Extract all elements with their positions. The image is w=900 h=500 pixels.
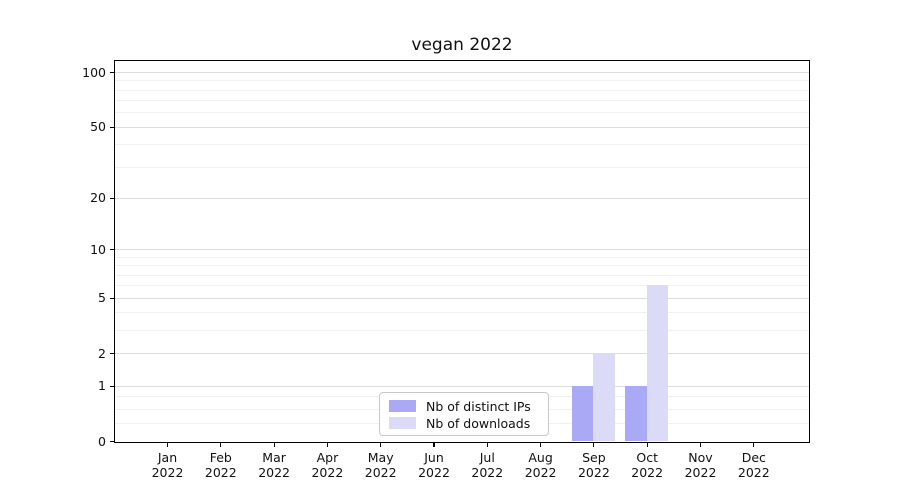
y-tick-mark (110, 249, 114, 251)
gridline-minor (115, 274, 809, 276)
y-tick-label: 50 (90, 119, 106, 135)
x-tick-mark (326, 443, 328, 447)
gridline-major (115, 297, 809, 299)
gridline-major (115, 385, 809, 387)
gridline-major (115, 126, 809, 128)
x-tick-label: Jun 2022 (418, 450, 450, 480)
x-tick-label: Oct 2022 (631, 450, 664, 480)
legend-swatch-downloads (389, 417, 416, 429)
x-tick-mark (273, 443, 275, 447)
y-tick-mark (110, 72, 114, 74)
legend-swatch-distinct-ips (389, 400, 416, 412)
gridline-minor (115, 285, 809, 287)
x-tick-label: Dec 2022 (737, 450, 770, 480)
gridline-major (115, 72, 809, 74)
gridline-major (115, 249, 809, 251)
legend: Nb of distinct IPs Nb of downloads (379, 392, 549, 436)
x-tick-mark (699, 443, 702, 447)
x-tick-mark (486, 443, 488, 447)
y-tick-mark (110, 126, 114, 128)
y-tick-label: 10 (90, 241, 106, 257)
x-tick-mark (753, 443, 755, 447)
y-tick-mark (110, 197, 114, 199)
y-tick-mark (110, 385, 114, 387)
y-tick-mark (110, 440, 114, 443)
gridline-minor (115, 312, 809, 314)
bar-distinct-ips-sep (571, 385, 594, 441)
gridline-minor (115, 80, 809, 82)
plot-area (114, 60, 810, 443)
gridline-minor (115, 166, 809, 168)
gridline-minor (115, 89, 809, 91)
legend-row-distinct-ips: Nb of distinct IPs (389, 398, 539, 414)
gridline-minor (115, 330, 809, 332)
x-tick-label: Nov 2022 (684, 450, 717, 480)
gridline-major (115, 197, 809, 199)
gridline-minor (115, 100, 809, 102)
x-tick-mark (380, 443, 382, 447)
y-tick-label: 1 (98, 378, 106, 394)
gridline-minor (115, 265, 809, 267)
gridline-minor (115, 144, 809, 146)
gridline-minor (115, 112, 809, 114)
legend-row-downloads: Nb of downloads (389, 415, 539, 431)
y-tick-label: 100 (82, 64, 106, 80)
x-tick-mark (166, 443, 169, 447)
chart-title: vegan 2022 (411, 35, 513, 55)
x-tick-label: Jul 2022 (471, 450, 504, 480)
x-tick-mark (433, 443, 435, 447)
x-tick-mark (540, 443, 542, 447)
gridline-minor (115, 256, 809, 258)
bar-downloads-sep (593, 353, 615, 441)
legend-label-downloads: Nb of downloads (426, 415, 531, 431)
x-tick-label: Jan 2022 (151, 450, 184, 480)
y-tick-label: 5 (98, 290, 106, 306)
y-tick-label: 0 (98, 433, 106, 449)
x-tick-label: Apr 2022 (311, 450, 344, 480)
x-tick-label: May 2022 (364, 450, 397, 480)
x-tick-mark (220, 443, 222, 447)
y-tick-mark (110, 353, 114, 355)
x-tick-label: Feb 2022 (204, 450, 237, 480)
y-tick-mark (110, 297, 114, 299)
x-tick-mark (593, 443, 595, 447)
legend-label-distinct-ips: Nb of distinct IPs (426, 398, 531, 414)
y-tick-label: 20 (90, 190, 106, 206)
x-tick-label: Mar 2022 (258, 450, 290, 480)
gridline-major (115, 353, 809, 355)
x-tick-label: Sep 2022 (577, 450, 610, 480)
bar-downloads-oct (646, 285, 669, 441)
x-tick-label: Aug 2022 (524, 450, 557, 480)
bar-distinct-ips-oct (625, 385, 647, 441)
x-tick-mark (646, 443, 648, 447)
y-tick-label: 2 (98, 345, 106, 361)
